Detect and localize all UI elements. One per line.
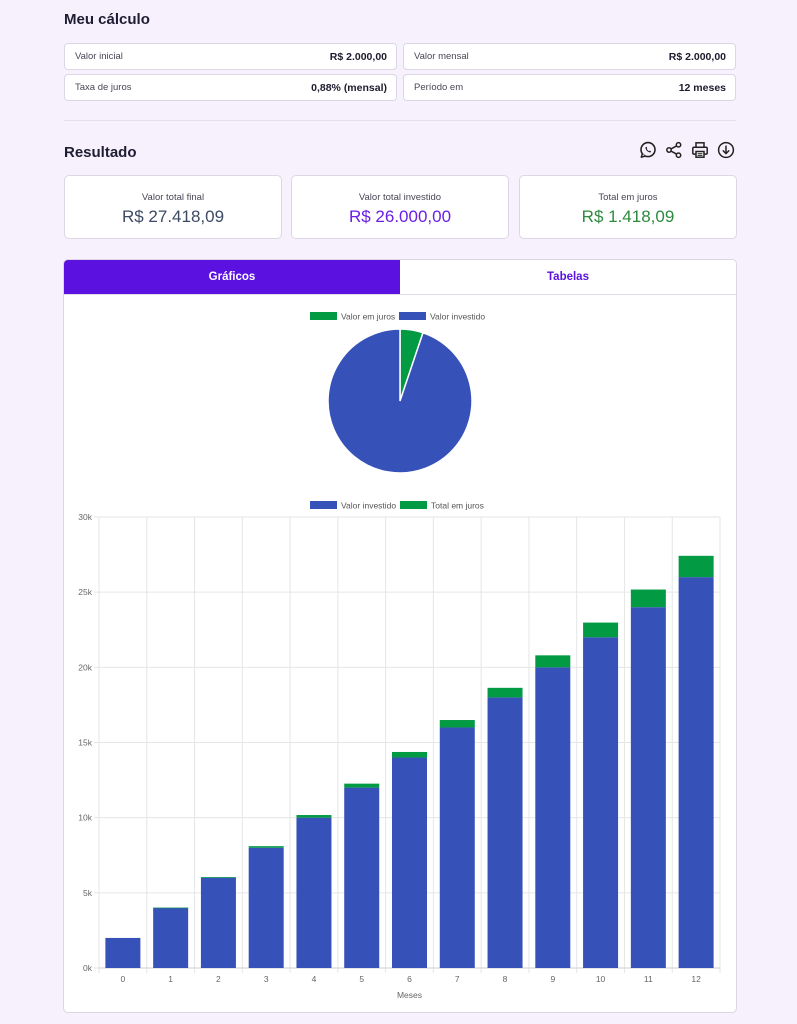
x-tick-label: 7 [455,974,460,984]
card-valor-total-investido: Valor total investido R$ 26.000,00 [291,175,509,239]
bar-legend-label: Total em juros [431,501,484,511]
bar-juros [630,589,666,608]
y-tick-label: 20k [78,662,92,672]
x-tick-label: 6 [407,974,412,984]
bar-investido [583,637,619,968]
bar-juros [296,815,332,818]
y-tick-label: 15k [78,738,92,748]
bar-investido [487,697,523,968]
print-icon[interactable] [690,140,710,160]
field-value: R$ 2.000,00 [329,50,387,63]
tab-tabelas[interactable]: Tabelas [400,260,736,294]
field-value: 0,88% (mensal) [311,81,387,94]
field-label: Período em [414,82,464,93]
whatsapp-icon[interactable] [638,140,658,160]
bar-investido [153,907,189,968]
y-tick-label: 5k [83,888,93,898]
field-value: 12 meses [678,81,726,94]
x-tick-label: 10 [596,974,606,984]
field-label: Valor mensal [414,51,469,62]
bar-juros [535,655,571,668]
field-taxa-juros[interactable]: Taxa de juros 0,88% (mensal) [64,74,397,101]
field-label: Taxa de juros [75,82,132,93]
bar-juros [200,877,236,878]
pie-legend-label: Valor investido [430,312,485,322]
bar-juros [439,720,475,728]
x-tick-label: 4 [312,974,317,984]
bar-legend-label: Valor investido [341,501,396,511]
card-label: Total em juros [598,192,658,203]
tab-bar: Gráficos Tabelas [64,260,736,295]
bar-juros [153,907,189,909]
bar-investido [535,667,571,968]
bar-juros [487,687,523,698]
bar-investido [296,817,332,968]
field-periodo[interactable]: Período em 12 meses [403,74,736,101]
pie-legend-swatch [310,312,337,320]
divider [64,120,736,121]
field-valor-inicial[interactable]: Valor inicial R$ 2.000,00 [64,43,397,70]
x-tick-label: 8 [503,974,508,984]
bar-juros [344,783,380,788]
card-valor-total-final: Valor total final R$ 27.418,09 [64,175,282,239]
charts-panel: Gráficos Tabelas Valor em juros Valor inv… [63,259,737,1013]
card-label: Valor total investido [358,192,442,203]
pie-slice [327,328,473,474]
bar-investido [678,577,714,968]
x-tick-label: 1 [168,974,173,984]
download-icon[interactable] [716,140,736,160]
y-tick-label: 30k [78,512,92,522]
card-total-juros: Total em juros R$ 1.418,09 [519,175,737,239]
charts-canvas: Valor em juros Valor investido Valor inves… [78,312,721,1000]
bar-investido [248,847,284,968]
field-valor-mensal[interactable]: Valor mensal R$ 2.000,00 [403,43,736,70]
card-value: R$ 1.418,09 [581,207,675,226]
bar-investido [630,607,666,968]
result-actions [638,140,736,160]
field-label: Valor inicial [75,51,123,62]
bar-investido [439,727,475,968]
x-tick-label: 12 [691,974,701,984]
bar-investido [392,757,427,968]
x-tick-label: 5 [359,974,364,984]
y-tick-label: 0k [83,963,93,973]
bar-legend-swatch [310,501,337,509]
calc-title: Meu cálculo [64,11,150,28]
bar-investido [344,787,380,968]
x-tick-label: 11 [644,974,653,984]
bar-juros [248,846,284,848]
bar-juros [583,622,619,638]
bar-investido [200,877,236,968]
pie-legend-label: Valor em juros [341,312,395,322]
tab-graficos[interactable]: Gráficos [64,260,400,294]
x-tick-label: 0 [121,974,126,984]
x-tick-label: 9 [550,974,555,984]
pie-legend-swatch [399,312,426,320]
card-value: R$ 27.418,09 [121,207,225,226]
bar-legend-swatch [400,501,427,509]
share-icon[interactable] [664,140,684,160]
y-tick-label: 10k [78,813,92,823]
card-label: Valor total final [141,192,205,203]
bar-investido [105,937,141,968]
y-tick-label: 25k [78,587,92,597]
card-value: R$ 26.000,00 [348,207,452,226]
field-value: R$ 2.000,00 [668,50,726,63]
x-tick-label: 3 [264,974,269,984]
bar-juros [392,751,427,758]
x-tick-label: 2 [216,974,221,984]
result-title: Resultado [64,144,137,161]
x-axis-label: Meses [397,990,422,1000]
bar-juros [678,555,714,578]
